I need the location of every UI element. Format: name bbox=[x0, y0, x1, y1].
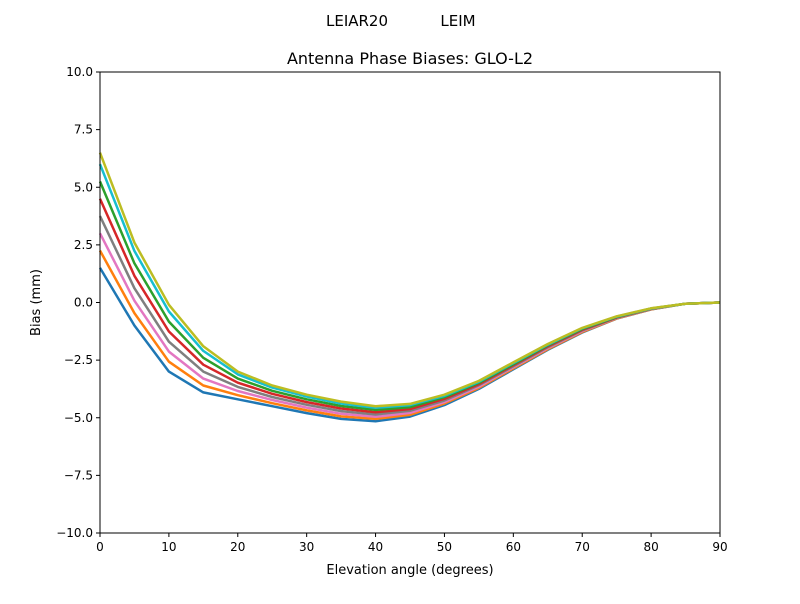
chart-title: Antenna Phase Biases: GLO-L2 bbox=[287, 49, 533, 68]
series-line-4 bbox=[98, 198, 721, 414]
y-tick-label: 2.5 bbox=[74, 238, 93, 252]
x-tick-label: 40 bbox=[368, 540, 383, 554]
x-tick-label: 30 bbox=[299, 540, 314, 554]
y-tick-label: 0.0 bbox=[74, 296, 93, 310]
x-tick-label: 20 bbox=[230, 540, 245, 554]
axes-frame bbox=[99, 71, 721, 534]
y-ticks: 10.0 7.5 5.0 2.5 0.0 −2.5 −5.0 −7.5 −10.0 bbox=[56, 65, 100, 540]
y-axis-label: Bias (mm) bbox=[29, 269, 44, 336]
x-tick-label: 60 bbox=[506, 540, 521, 554]
y-tick-label: 10.0 bbox=[66, 65, 93, 79]
y-tick-label: 5.0 bbox=[74, 180, 93, 194]
y-tick-label: −7.5 bbox=[64, 468, 93, 482]
x-tick-label: 10 bbox=[161, 540, 176, 554]
x-ticks: 0 10 20 30 40 50 60 70 80 90 bbox=[96, 533, 728, 554]
x-axis-label: Elevation angle (degrees) bbox=[326, 563, 493, 578]
y-tick-label: −5.0 bbox=[64, 411, 93, 425]
series-line-2 bbox=[98, 232, 721, 419]
series-lines bbox=[98, 152, 721, 423]
x-tick-label: 70 bbox=[575, 540, 590, 554]
series-line-7 bbox=[98, 152, 721, 408]
x-tick-label: 90 bbox=[712, 540, 727, 554]
suptitle-left: LEIAR20 bbox=[326, 12, 388, 30]
suptitle-right: LEIM bbox=[440, 12, 475, 30]
y-tick-label: −2.5 bbox=[64, 353, 93, 367]
y-tick-label: 7.5 bbox=[74, 123, 93, 137]
series-line-5 bbox=[98, 181, 721, 412]
x-tick-label: 80 bbox=[643, 540, 658, 554]
y-tick-label: −10.0 bbox=[56, 526, 93, 540]
x-tick-label: 50 bbox=[437, 540, 452, 554]
x-tick-label: 0 bbox=[96, 540, 104, 554]
series-line-0 bbox=[98, 267, 721, 423]
